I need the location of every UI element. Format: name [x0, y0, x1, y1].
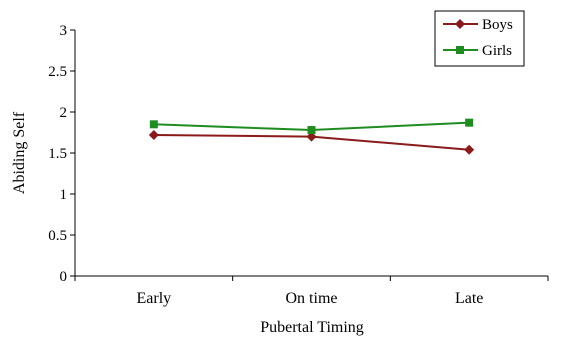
data-point-girls [307, 126, 316, 135]
y-axis-label: Abiding Self [11, 111, 28, 194]
legend-box [434, 10, 525, 67]
x-tick-label: Early [137, 290, 172, 307]
y-tick-label: 2 [60, 105, 68, 121]
data-point-boys [464, 144, 475, 155]
x-tick-label: Late [455, 290, 483, 307]
x-axis: Early On time Late [74, 275, 549, 307]
y-tick-label: 2.5 [48, 64, 67, 80]
data-point-boys [148, 129, 159, 140]
legend-label-boys: Boys [482, 17, 513, 33]
y-tick-label: 1.5 [48, 146, 67, 162]
data-point-boys [306, 131, 317, 142]
y-axis: 0 0.5 1 1.5 2 2.5 3 [48, 23, 76, 285]
legend-label-girls: Girls [482, 43, 512, 59]
x-axis-label: Pubertal Timing [260, 319, 364, 336]
data-point-girls [149, 120, 158, 129]
data-point-girls [465, 118, 474, 127]
y-tick-label: 1 [60, 187, 68, 203]
y-tick-label: 0 [60, 269, 68, 285]
y-tick-label: 0.5 [48, 228, 67, 244]
series-layer [148, 118, 475, 155]
x-tick-label: On time [286, 290, 338, 307]
legend: Boys Girls [434, 10, 525, 67]
y-tick-label: 3 [60, 23, 68, 39]
legend-marker-boys [455, 19, 465, 29]
legend-marker-girls [456, 46, 464, 54]
